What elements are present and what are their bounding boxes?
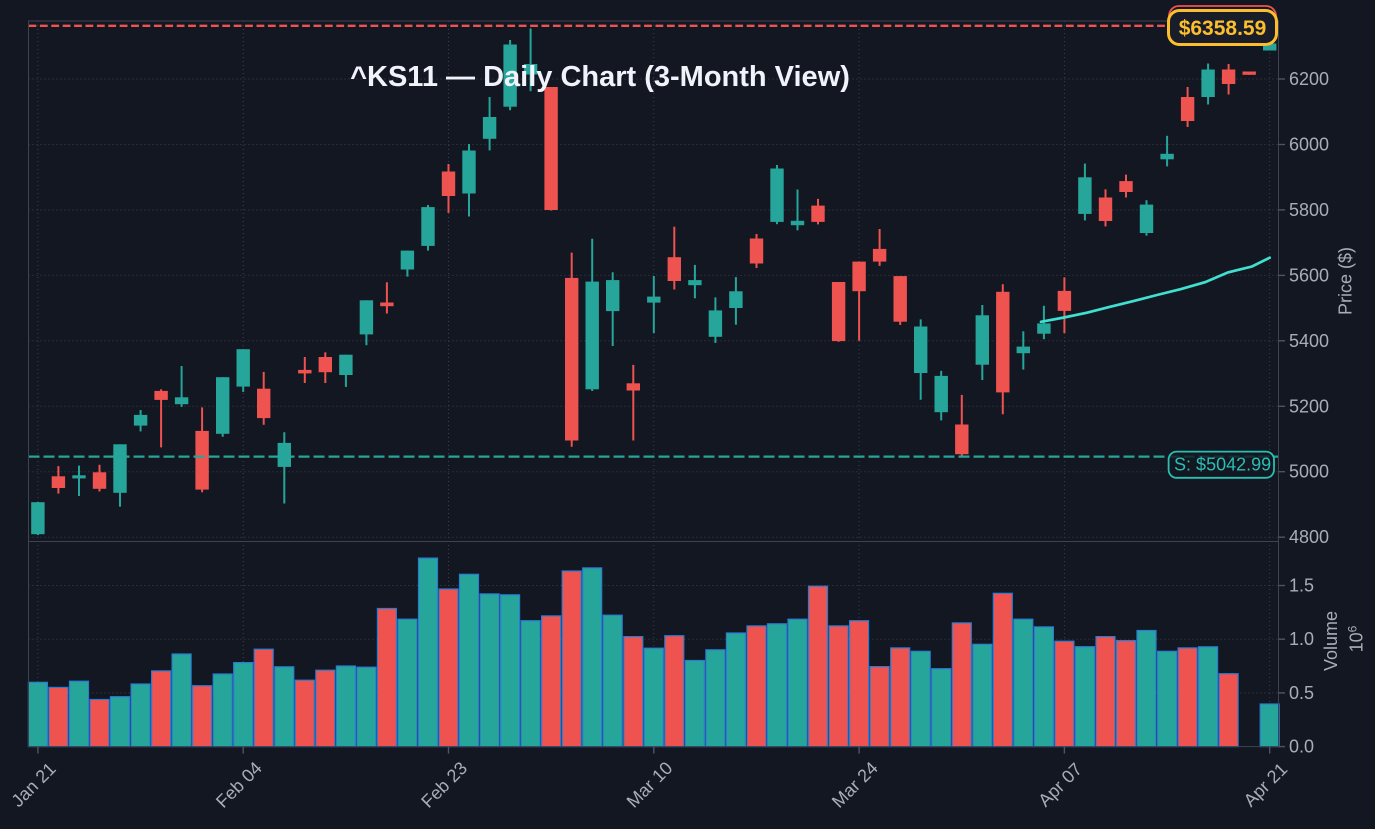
- svg-text:5200: 5200: [1289, 396, 1329, 416]
- svg-text:5600: 5600: [1289, 265, 1329, 285]
- svg-text:1.5: 1.5: [1289, 576, 1314, 596]
- svg-text:Volume: Volume: [1321, 611, 1341, 671]
- svg-text:S: $5042.99: S: $5042.99: [1174, 455, 1271, 475]
- svg-text:0.0: 0.0: [1289, 737, 1314, 757]
- svg-text:4800: 4800: [1289, 527, 1329, 547]
- svg-text:$6358.59: $6358.59: [1179, 17, 1267, 40]
- svg-text:5800: 5800: [1289, 200, 1329, 220]
- svg-text:1.0: 1.0: [1289, 629, 1314, 649]
- svg-text:6000: 6000: [1289, 135, 1329, 155]
- svg-text:5000: 5000: [1289, 462, 1329, 482]
- svg-text:Price ($): Price ($): [1336, 247, 1356, 315]
- svg-text:0.5: 0.5: [1289, 683, 1314, 703]
- svg-text:5400: 5400: [1289, 331, 1329, 351]
- svg-text:^KS11 — Daily Chart (3-Month V: ^KS11 — Daily Chart (3-Month View): [350, 61, 850, 93]
- svg-text:6200: 6200: [1289, 69, 1329, 89]
